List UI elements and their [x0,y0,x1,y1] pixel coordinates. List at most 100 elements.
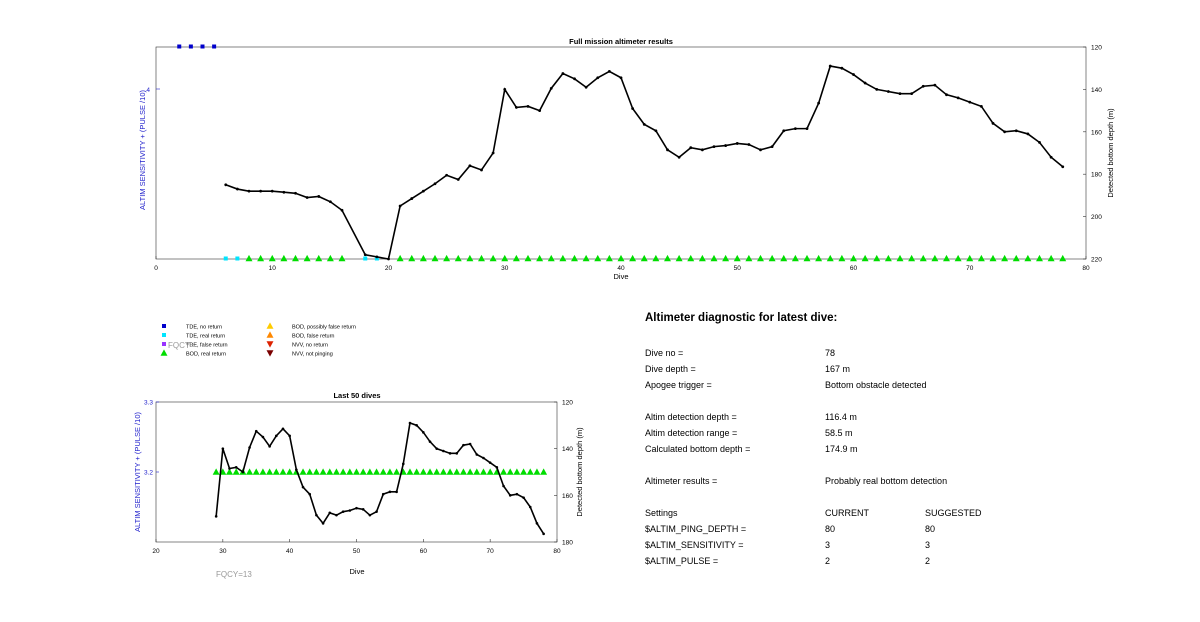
marker-point [303,254,311,262]
bottom-depth-point [428,440,432,443]
marker-point [861,254,869,262]
chart2-xlabel: Dive [349,567,364,576]
marker-point [512,254,520,262]
bottom-depth-point [363,253,367,257]
bod-marker [359,468,367,475]
y2-tick-label: 120 [1091,45,1102,52]
legend-label: NVV, no return [292,343,328,349]
x-tick-label: 60 [850,265,858,272]
diag-label: Dive depth = [645,364,696,374]
bod-marker [446,468,454,475]
bottom-depth-point [921,84,925,88]
marker-point [466,254,474,262]
bottom-depth-point [462,443,465,447]
bottom-depth-point [442,449,445,453]
diag-value: 78 [825,348,836,358]
y-tick-label: 3.2 [144,470,153,477]
marker-point [791,254,799,262]
bod-marker [520,468,528,475]
bottom-depth-point [840,66,844,70]
bottom-depth-point [538,109,542,112]
bottom-depth-point [247,189,251,193]
marker-point [280,254,288,262]
setting-current: 80 [825,524,836,534]
marker-point [966,254,974,262]
marker-point [443,254,451,262]
bottom-depth-line [215,421,545,535]
legend-marker [160,349,168,356]
bottom-depth-point [666,148,669,152]
bod-marker [232,468,240,475]
y2-tick-label: 180 [1091,172,1102,179]
marker-point [919,254,927,262]
bottom-depth-point [1061,165,1065,169]
marker-point [989,254,997,262]
y-tick-label: 3.3 [144,400,153,407]
bottom-depth-point [270,189,274,193]
bottom-depth-point [991,121,995,125]
bottom-depth-point [468,442,472,446]
bottom-depth-point [235,187,239,191]
bod-marker [433,468,441,475]
chart1-left-tick-4: 4 [146,87,150,94]
marker-point [803,254,811,262]
bod-marker [540,468,548,475]
diag-value: Probably real bottom detection [825,476,948,486]
marker-point [780,254,788,262]
bod-marker [533,468,541,475]
bottom-depth-point [401,462,405,466]
bottom-depth-point [1038,141,1041,144]
settings-header-suggested: SUGGESTED [925,508,982,518]
marker-point [931,254,939,262]
y2-tick-label: 120 [562,400,573,407]
diag-label: Apogee trigger = [645,380,712,390]
x-tick-label: 70 [487,548,495,555]
bottom-depth-point [375,255,379,259]
marker-point [1024,254,1032,262]
bottom-depth-point [398,204,402,208]
y2-tick-label: 140 [1091,87,1102,94]
bod-marker [306,468,314,475]
marker-point [363,256,368,261]
bottom-depth-point [491,151,495,155]
marker-point [675,254,683,262]
bottom-depth-point [348,509,352,512]
bottom-depth-point [1003,130,1007,134]
bottom-depth-point [294,191,297,195]
bottom-depth-point [863,81,867,85]
marker-point [396,254,404,262]
marker-point [188,44,193,49]
legend-marker [162,324,166,328]
marker-point [733,254,741,262]
diag-label: Calculated bottom depth = [645,444,751,454]
bottom-depth-point [321,522,325,525]
bottom-depth-point [573,77,576,81]
bottom-depth-point [747,143,751,146]
bod-marker [379,468,387,475]
bottom-depth-point [328,200,332,204]
marker-point [200,44,205,49]
marker-point [501,254,509,262]
x-tick-label: 40 [286,548,294,555]
marker-point [478,254,485,262]
bottom-depth-point [522,496,525,499]
bottom-depth-point [241,470,245,474]
marker-point [873,254,881,262]
settings-header-label: Settings [645,508,678,518]
marker-point [722,254,730,262]
bod-marker [513,468,521,475]
bottom-depth-point [282,190,286,194]
bottom-depth-point [421,189,425,193]
marker-point [431,254,439,262]
x-tick-label: 40 [617,265,625,272]
bottom-depth-point [433,182,437,186]
bottom-depth-point [422,431,425,434]
bottom-depth-point [502,484,505,488]
bottom-depth-point [495,466,499,469]
bod-marker [480,468,487,475]
legend-label: NVV, not pinging [292,352,333,358]
bottom-depth-point [448,452,452,455]
marker-point [1047,254,1055,262]
marker-point [374,256,379,261]
bottom-depth-point [388,490,392,494]
